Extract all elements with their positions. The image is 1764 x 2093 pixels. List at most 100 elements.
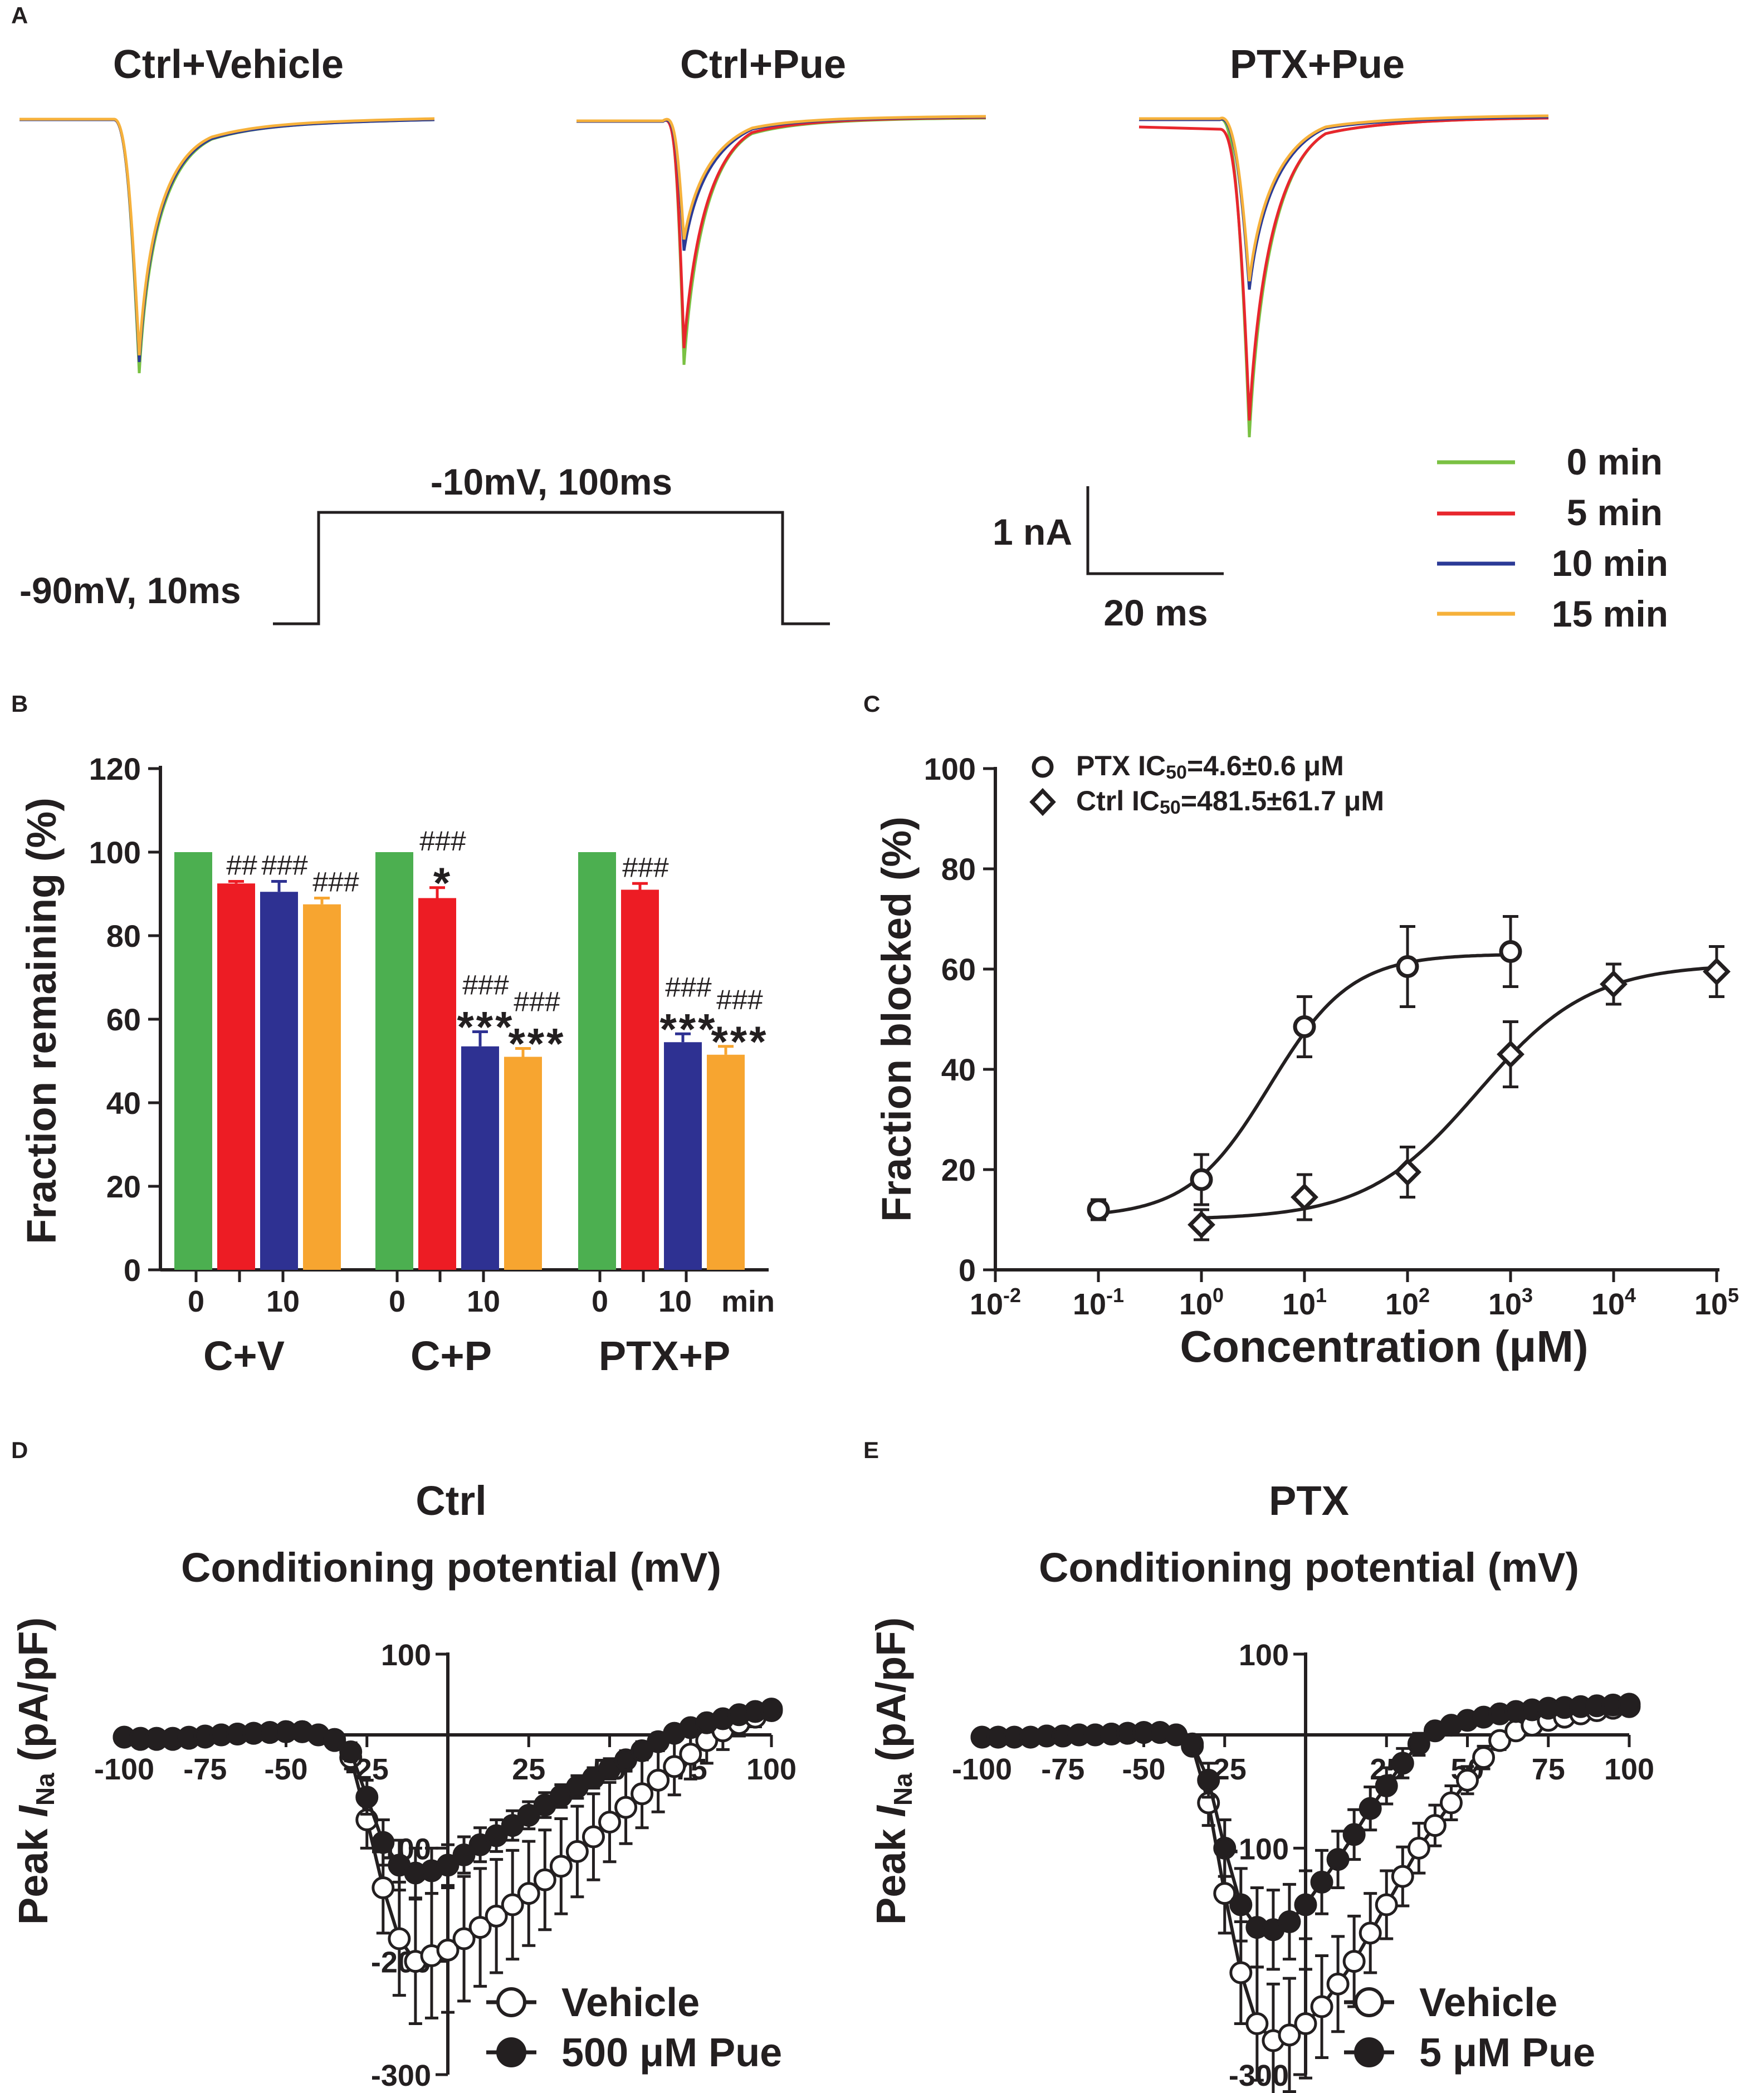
trace-cp-0min <box>576 116 986 365</box>
group-label-cv: C+V <box>203 1333 285 1379</box>
point-vehicle <box>1439 1791 1463 1815</box>
point-ctrl <box>1188 1211 1215 1239</box>
bar-cp-0 <box>375 852 413 1270</box>
legend-marker-ptx <box>1032 756 1054 778</box>
iv-x-tick-label: 75 <box>1532 1753 1565 1786</box>
legend-label-15min: 15 min <box>1552 593 1668 634</box>
point-vehicle <box>372 1876 395 1899</box>
b-y-tick-label: 120 <box>89 751 141 786</box>
trace-title-ctrl-pue: Ctrl+Pue <box>680 42 846 87</box>
trace-title-ctrl-vehicle: Ctrl+Vehicle <box>113 42 344 87</box>
point-pue <box>1213 1836 1237 1860</box>
significance-hash: ### <box>462 970 509 1001</box>
b-x-unit-label: min <box>721 1285 775 1318</box>
significance-stars: *** <box>659 1004 717 1053</box>
point-vehicle <box>598 1811 621 1834</box>
iv-y-tick-label: -300 <box>1229 2059 1289 2092</box>
panel-d-title: Ctrl <box>416 1478 486 1524</box>
point-vehicle <box>1488 1729 1512 1752</box>
bar-ptxp-1 <box>621 889 659 1270</box>
point-pue <box>1229 1893 1253 1916</box>
point-vehicle <box>663 1755 686 1778</box>
point-pue <box>1342 1823 1366 1846</box>
point-pue <box>452 1843 476 1867</box>
bar-cv-3 <box>303 904 341 1270</box>
trace-pp-0min <box>1139 116 1549 438</box>
legend-label-ctrl: Ctrl IC50=481.5±61.7 μM <box>1076 785 1384 818</box>
b-y-tick-label: 80 <box>106 918 141 953</box>
bar-cp-1 <box>418 898 456 1270</box>
b-x-tick-label: 10 <box>467 1285 500 1318</box>
point-vehicle <box>533 1868 556 1891</box>
bar-cp-2 <box>461 1046 499 1270</box>
point-vehicle <box>582 1825 605 1849</box>
significance-stars: *** <box>457 1003 514 1052</box>
legend-marker-vehicle <box>1354 1987 1384 2017</box>
trace-cp-10min <box>576 115 986 251</box>
significance-hash: ### <box>665 971 712 1003</box>
legend-marker-pue <box>496 2037 526 2067</box>
legend-label-ptx: PTX IC50=4.6±0.6 μM <box>1076 750 1344 783</box>
point-vehicle <box>485 1904 508 1928</box>
voltage-protocol <box>273 511 830 625</box>
point-ptx <box>1293 1015 1316 1038</box>
point-vehicle <box>1375 1893 1398 1916</box>
point-pue <box>1278 1910 1301 1933</box>
point-vehicle <box>1278 2023 1301 2047</box>
panel-b-label: B <box>11 691 28 717</box>
traces-ctrl-vehicle <box>19 117 435 374</box>
point-pue <box>760 1698 783 1721</box>
significance-stars: *** <box>508 1019 565 1068</box>
panel-d-plot: Peak INa (pA/pF)-100-75-50-2525507510010… <box>10 1617 797 2092</box>
point-vehicle <box>388 1927 411 1950</box>
legend-marker-vehicle <box>496 1987 526 2017</box>
point-ctrl <box>1497 1040 1524 1068</box>
panel-c-label: C <box>863 691 880 717</box>
b-x-tick-label: 0 <box>188 1285 204 1318</box>
trace-legend: 0 min 5 min 10 min 15 min <box>1437 441 1668 634</box>
trace-cv-15min <box>19 117 435 356</box>
point-ctrl <box>1394 1158 1421 1186</box>
point-vehicle <box>1391 1865 1414 1888</box>
iv-y-tick-label: -300 <box>371 2059 431 2092</box>
trace-cp-15min <box>576 115 986 240</box>
bar-ptxp-2 <box>664 1042 702 1270</box>
point-pue <box>1407 1732 1430 1755</box>
point-pue <box>1294 1893 1317 1916</box>
panel-b: B Fraction remaining (%) 020406080100120… <box>11 691 775 1379</box>
point-pue <box>1618 1693 1641 1716</box>
protocol-hold-label: -90mV, 10ms <box>19 570 241 611</box>
iv-x-tick-label: -100 <box>94 1753 154 1786</box>
c-x-tick-label: 104 <box>1591 1284 1636 1321</box>
iv-x-tick-label: -50 <box>1122 1753 1165 1786</box>
point-pue <box>517 1803 540 1827</box>
trace-cv-5min <box>19 118 435 360</box>
bar-cv-0 <box>174 852 212 1270</box>
c-y-tick-label: 20 <box>941 1152 976 1187</box>
point-vehicle <box>1423 1814 1447 1837</box>
panel-d: D Ctrl Conditioning potential (mV) Peak … <box>10 1437 797 2092</box>
c-y-tick-label: 60 <box>941 952 976 987</box>
c-x-tick-label: 105 <box>1694 1284 1739 1321</box>
b-y-tick-label: 100 <box>89 835 141 870</box>
b-x-tick-label: 0 <box>592 1285 608 1318</box>
panel-c-plot: 0 20 40 60 80 100 10-2 10-1 100 101 102 103 104 105 PT… <box>924 750 1739 1321</box>
scale-y-label: 1 nA <box>993 511 1072 552</box>
point-pue <box>1326 1848 1350 1871</box>
point-ptx <box>1499 940 1522 963</box>
legend-label-pue: 5 μM Pue <box>1419 2031 1595 2075</box>
panel-c-xlabel: Concentration (μM) <box>1180 1322 1588 1371</box>
traces-ptx-pue <box>1138 114 1549 438</box>
c-x-tick-label: 100 <box>1179 1284 1224 1321</box>
point-vehicle <box>517 1882 540 1905</box>
b-y-tick-label: 20 <box>106 1169 141 1204</box>
panel-e-plot: Peak INa (pA/pF)-100-75-50-2525507510010… <box>868 1617 1654 2093</box>
significance-hash: ### <box>261 850 308 881</box>
point-vehicle <box>1407 1836 1430 1860</box>
iv-y-axis-label: Peak INa (pA/pF) <box>868 1617 917 1925</box>
point-pue <box>1375 1774 1398 1797</box>
group-label-ptxp: PTX+P <box>599 1333 731 1379</box>
significance-hash: ## <box>226 850 257 881</box>
